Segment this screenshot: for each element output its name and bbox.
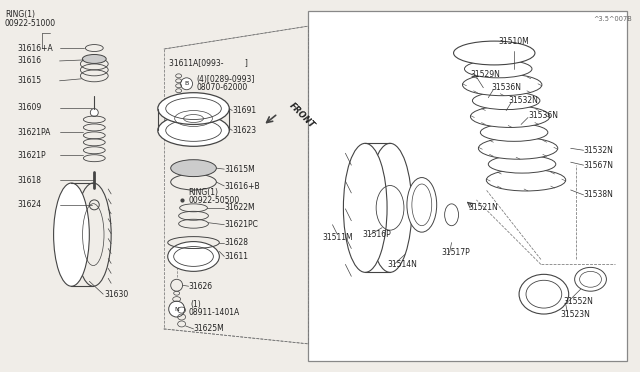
Text: 31616: 31616 (18, 57, 42, 65)
Text: 31624: 31624 (18, 201, 42, 209)
Ellipse shape (407, 177, 436, 232)
Ellipse shape (344, 143, 387, 272)
Ellipse shape (472, 92, 540, 110)
Text: 31615M: 31615M (224, 165, 255, 174)
Text: 31517P: 31517P (442, 248, 470, 257)
Circle shape (169, 301, 184, 317)
Bar (308, 11, 627, 361)
Circle shape (180, 78, 193, 90)
Ellipse shape (465, 60, 532, 78)
Text: 31516P: 31516P (362, 230, 391, 239)
Text: 00922-50500: 00922-50500 (189, 196, 240, 205)
Text: 31618: 31618 (18, 176, 42, 185)
Text: N: N (174, 307, 179, 312)
Text: 08911-1401A: 08911-1401A (189, 308, 240, 317)
Text: 31532N: 31532N (584, 146, 614, 155)
Text: 31628: 31628 (224, 238, 248, 247)
Ellipse shape (158, 115, 229, 146)
Text: 31523N: 31523N (561, 310, 591, 318)
Text: 31622M: 31622M (224, 203, 255, 212)
Text: 31510M: 31510M (499, 36, 529, 46)
Text: ^3.5^007B: ^3.5^007B (593, 16, 632, 22)
Text: 31616+B: 31616+B (224, 182, 260, 190)
Text: 08070-62000: 08070-62000 (196, 83, 248, 92)
Ellipse shape (54, 183, 90, 286)
Ellipse shape (171, 160, 216, 177)
Ellipse shape (158, 93, 229, 125)
Text: 31611A[0993-         ]: 31611A[0993- ] (169, 58, 248, 67)
Text: 31621PA: 31621PA (18, 128, 51, 137)
Text: 31514N: 31514N (387, 260, 417, 269)
Ellipse shape (83, 54, 106, 64)
Text: 31552N: 31552N (564, 296, 594, 306)
Text: 31536N: 31536N (492, 83, 521, 92)
Ellipse shape (519, 274, 569, 314)
Text: 00922-51000: 00922-51000 (5, 19, 56, 28)
Text: RING(1): RING(1) (189, 189, 219, 198)
Text: 31529N: 31529N (470, 70, 500, 79)
Text: 31615: 31615 (18, 76, 42, 85)
Text: 31616+A: 31616+A (18, 44, 54, 52)
Text: 31621P: 31621P (18, 151, 47, 160)
Ellipse shape (454, 41, 535, 65)
Ellipse shape (168, 241, 220, 271)
Text: 31691: 31691 (232, 106, 257, 115)
Text: 31630: 31630 (104, 290, 129, 299)
Ellipse shape (481, 124, 548, 141)
Ellipse shape (478, 137, 558, 159)
Text: 31621PC: 31621PC (224, 220, 258, 229)
Ellipse shape (368, 143, 412, 272)
Text: 31625M: 31625M (193, 324, 224, 333)
Text: 31611: 31611 (224, 252, 248, 261)
Text: 31521N: 31521N (468, 203, 498, 212)
Ellipse shape (488, 155, 556, 173)
Circle shape (90, 109, 99, 116)
Ellipse shape (486, 169, 566, 191)
Text: 31626: 31626 (189, 282, 212, 291)
Ellipse shape (575, 267, 607, 291)
Text: FRONT: FRONT (288, 101, 317, 130)
Text: 31609: 31609 (18, 103, 42, 112)
Text: RING(1): RING(1) (5, 10, 35, 19)
Text: 31623: 31623 (232, 126, 257, 135)
Ellipse shape (470, 106, 550, 128)
Ellipse shape (445, 204, 458, 226)
Text: 31511M: 31511M (323, 233, 353, 242)
Text: 31538N: 31538N (584, 190, 614, 199)
Text: 31532N: 31532N (508, 96, 538, 105)
Ellipse shape (463, 74, 542, 96)
Text: (4)[0289-0993]: (4)[0289-0993] (196, 75, 255, 84)
Text: (1): (1) (191, 299, 202, 309)
Text: B: B (184, 81, 189, 86)
Text: 31536N: 31536N (528, 111, 558, 120)
Text: 31567N: 31567N (584, 161, 614, 170)
